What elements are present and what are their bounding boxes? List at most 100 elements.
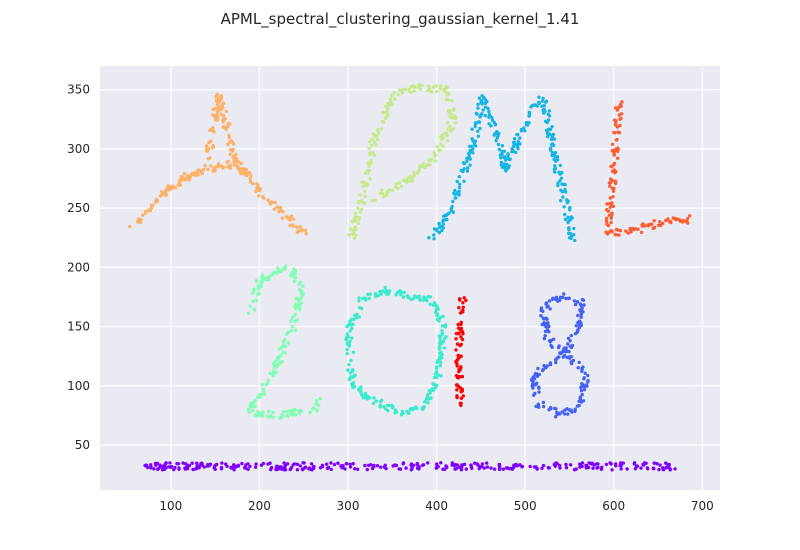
scatter-point-base <box>482 466 486 470</box>
scatter-point-M <box>550 135 555 139</box>
scatter-point-P <box>375 137 380 141</box>
scatter-point-M <box>567 226 571 230</box>
scatter-point-2 <box>271 362 276 366</box>
scatter-point-2 <box>311 407 315 411</box>
scatter-point-P <box>348 227 353 231</box>
scatter-point-M <box>562 205 566 209</box>
scatter-point-base <box>619 467 623 471</box>
scatter-point-0 <box>438 336 442 340</box>
scatter-point-P <box>439 135 443 139</box>
scatter-point-2 <box>280 345 284 350</box>
scatter-point-M <box>453 188 457 193</box>
scatter-point-2 <box>271 410 275 415</box>
scatter-point-P <box>386 113 390 117</box>
scatter-point-8 <box>580 306 584 310</box>
scatter-point-M <box>468 157 472 161</box>
scatter-point-M <box>468 163 472 167</box>
scatter-point-L <box>604 216 609 220</box>
scatter-point-A <box>295 225 299 229</box>
scatter-point-M <box>529 105 533 109</box>
scatter-point-2 <box>256 284 260 288</box>
scatter-point-base <box>191 467 195 472</box>
scatter-point-M <box>519 129 524 133</box>
scatter-point-A <box>220 103 224 107</box>
scatter-point-A <box>256 183 260 187</box>
scatter-point-8 <box>566 412 570 416</box>
scatter-point-8 <box>541 367 545 372</box>
scatter-point-2 <box>265 414 270 418</box>
scatter-point-P <box>375 129 380 133</box>
scatter-point-0 <box>433 301 437 305</box>
scatter-point-base <box>289 466 294 470</box>
scatter-point-P <box>370 137 374 142</box>
scatter-point-M <box>550 150 554 155</box>
scatter-point-A <box>228 148 232 152</box>
scatter-point-0 <box>345 347 349 352</box>
scatter-point-1 <box>455 395 459 399</box>
scatter-point-P <box>394 182 398 186</box>
scatter-point-0 <box>363 391 368 396</box>
scatter-point-A <box>205 149 209 153</box>
scatter-point-1 <box>454 348 458 352</box>
scatter-point-L <box>613 171 617 175</box>
scatter-point-8 <box>542 364 546 368</box>
scatter-point-0 <box>345 352 349 356</box>
scatter-point-0 <box>347 320 352 324</box>
scatter-point-2 <box>293 328 298 332</box>
scatter-point-0 <box>345 335 349 340</box>
scatter-point-M <box>497 147 501 152</box>
scatter-point-2 <box>299 289 304 293</box>
scatter-point-0 <box>438 351 442 355</box>
scatter-point-8 <box>581 365 585 369</box>
scatter-point-8 <box>542 336 547 341</box>
scatter-point-2 <box>295 318 299 322</box>
scatter-point-base <box>344 462 349 466</box>
scatter-point-base <box>528 464 532 469</box>
scatter-point-0 <box>383 285 387 290</box>
scatter-point-P <box>389 100 393 105</box>
scatter-point-M <box>483 101 488 106</box>
scatter-point-L <box>685 217 690 221</box>
scatter-point-A <box>179 178 184 182</box>
scatter-point-8 <box>536 373 540 377</box>
scatter-point-L <box>687 214 692 218</box>
scatter-point-L <box>668 219 673 224</box>
scatter-point-A <box>188 174 193 179</box>
scatter-point-M <box>432 233 436 237</box>
scatter-point-0 <box>440 356 444 360</box>
scatter-point-base <box>351 462 355 466</box>
scatter-point-base <box>621 461 625 465</box>
y-tick-label: 200 <box>67 260 90 274</box>
scatter-point-2 <box>255 395 260 400</box>
scatter-point-base <box>480 462 485 466</box>
scatter-point-base <box>365 467 369 472</box>
scatter-point-0 <box>350 326 354 331</box>
scatter-point-M <box>566 199 570 203</box>
scatter-point-2 <box>272 370 276 374</box>
scatter-point-P <box>385 190 389 194</box>
scatter-point-M <box>518 136 522 140</box>
scatter-point-M <box>561 195 565 199</box>
scatter-point-0 <box>346 323 351 327</box>
scatter-point-L <box>649 222 653 227</box>
scatter-point-2 <box>292 279 296 283</box>
scatter-point-0 <box>409 297 413 302</box>
scatter-point-L <box>636 227 640 231</box>
scatter-point-base <box>469 463 473 467</box>
scatter-point-P <box>363 189 367 194</box>
scatter-point-M <box>483 113 487 118</box>
scatter-point-L <box>661 221 665 226</box>
scatter-point-M <box>550 153 554 158</box>
scatter-point-A <box>212 130 216 134</box>
scatter-point-base <box>144 463 149 467</box>
scatter-point-8 <box>583 371 587 375</box>
scatter-point-base <box>435 462 439 466</box>
scatter-point-base <box>470 466 474 470</box>
scatter-point-A <box>198 169 203 173</box>
scatter-point-0 <box>414 405 418 409</box>
scatter-point-2 <box>285 409 290 414</box>
scatter-point-1 <box>459 396 464 400</box>
scatter-point-P <box>396 92 400 97</box>
scatter-point-P <box>350 232 355 236</box>
scatter-point-L <box>613 181 618 186</box>
